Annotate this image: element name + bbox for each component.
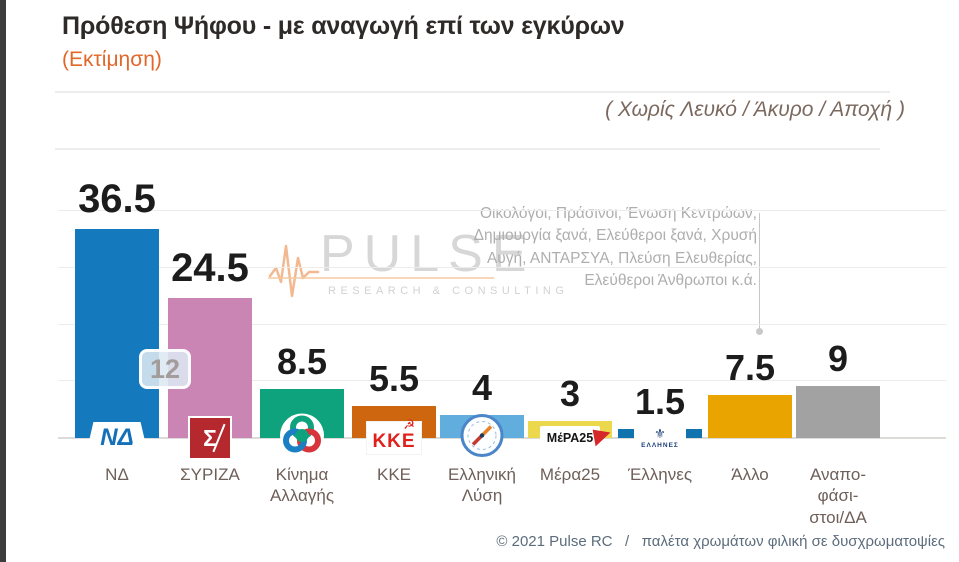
logo-wrap-ellines: ⚜ ΕΛΛΗΝΕΣ xyxy=(634,421,686,455)
party-label-ellines: Έλληνες xyxy=(627,465,693,484)
party-label-mera25: Μέρα25 xyxy=(539,465,601,484)
party-label-elliniki-lysi: Ελληνική Λύση xyxy=(447,465,517,506)
header-divider-bottom xyxy=(55,148,880,150)
logo-wrap-syriza: Σ xyxy=(190,418,230,458)
header-divider-top xyxy=(55,91,890,93)
other-parties-annotation: Οικολόγοι, Πράσινοι, Ένωση Κεντρώων, Δημ… xyxy=(473,205,757,290)
page-title: Πρόθεση Ψήφου - με αναγωγή επί των εγκύρ… xyxy=(62,12,625,40)
gridline xyxy=(58,210,946,212)
bar-anapofasistoi xyxy=(796,386,880,438)
gridline xyxy=(58,380,946,382)
kke-party-logo: ☭ ΚΚΕ xyxy=(367,418,421,454)
kinima-allagis-party-logo xyxy=(280,413,324,458)
page-subtitle: (Εκτίμηση) xyxy=(62,48,162,71)
value-label-elliniki-lysi: 4 xyxy=(471,367,493,409)
party-label-kke: ΚΚΕ xyxy=(376,465,412,484)
pulse-watermark-tagline: RESEARCH & CONSULTING xyxy=(328,285,569,297)
copyright-footer: © 2021 Pulse RC / παλέτα χρωμάτων φιλική… xyxy=(496,533,945,550)
value-label-allo: 7.5 xyxy=(724,347,776,389)
nd-party-logo: ΝΔ xyxy=(86,422,148,454)
valid-votes-note: ( Χωρίς Λευκό / Άκυρο / Αποχή ) xyxy=(605,98,905,121)
swallow-icon xyxy=(592,426,613,447)
syriza-party-logo: Σ xyxy=(190,418,230,458)
eagle-crest-icon: ⚜ xyxy=(654,426,666,442)
logo-wrap-kinima-allagis xyxy=(279,413,325,464)
mera25-party-logo: ΜέΡΑ25 xyxy=(540,426,613,450)
logo-wrap-kke: ☭ ΚΚΕ xyxy=(367,418,421,454)
party-label-kinima-allagis: Κίνημα Αλλαγής xyxy=(269,465,335,506)
value-label-nd: 36.5 xyxy=(78,176,156,221)
party-label-nd: ΝΔ xyxy=(105,465,129,484)
bar-nd xyxy=(75,228,159,438)
value-label-syriza: 24.5 xyxy=(171,245,249,290)
value-label-kke: 5.5 xyxy=(368,358,420,400)
left-edge-strip xyxy=(0,0,6,562)
syriza-lightning-icon xyxy=(212,423,226,453)
bar-allo xyxy=(708,395,792,438)
value-label-anapofasistoi: 9 xyxy=(827,338,849,380)
value-label-mera25: 3 xyxy=(559,372,581,414)
value-label-kinima-allagis: 8.5 xyxy=(276,341,328,383)
annotation-pointer-line xyxy=(759,213,760,328)
gridline xyxy=(58,323,946,325)
pulse-watermark-brand: PULSE xyxy=(320,225,536,283)
ellines-party-logo: ⚜ ΕΛΛΗΝΕΣ xyxy=(634,421,686,455)
pulse-heartbeat-icon xyxy=(268,244,320,298)
logo-wrap-elliniki-lysi xyxy=(460,414,504,463)
gridline xyxy=(58,266,946,268)
annotation-pointer-dot xyxy=(756,328,763,335)
party-label-anapofasistoi: Αναπο- φάσι- στοι/ΔΑ xyxy=(809,465,867,527)
pulse-watermark-underline xyxy=(268,277,494,279)
logo-wrap-nd: ΝΔ xyxy=(86,422,148,454)
nd-syriza-gap-badge: 12 xyxy=(139,349,191,389)
hammer-sickle-icon: ☭ xyxy=(403,418,415,433)
party-label-allo: Άλλο xyxy=(731,465,769,484)
party-label-syriza: ΣΥΡΙΖΑ xyxy=(180,465,240,484)
value-label-ellines: 1.5 xyxy=(634,381,686,423)
logo-wrap-mera25: ΜέΡΑ25 xyxy=(540,426,613,450)
elliniki-lysi-compass-logo xyxy=(460,414,504,457)
